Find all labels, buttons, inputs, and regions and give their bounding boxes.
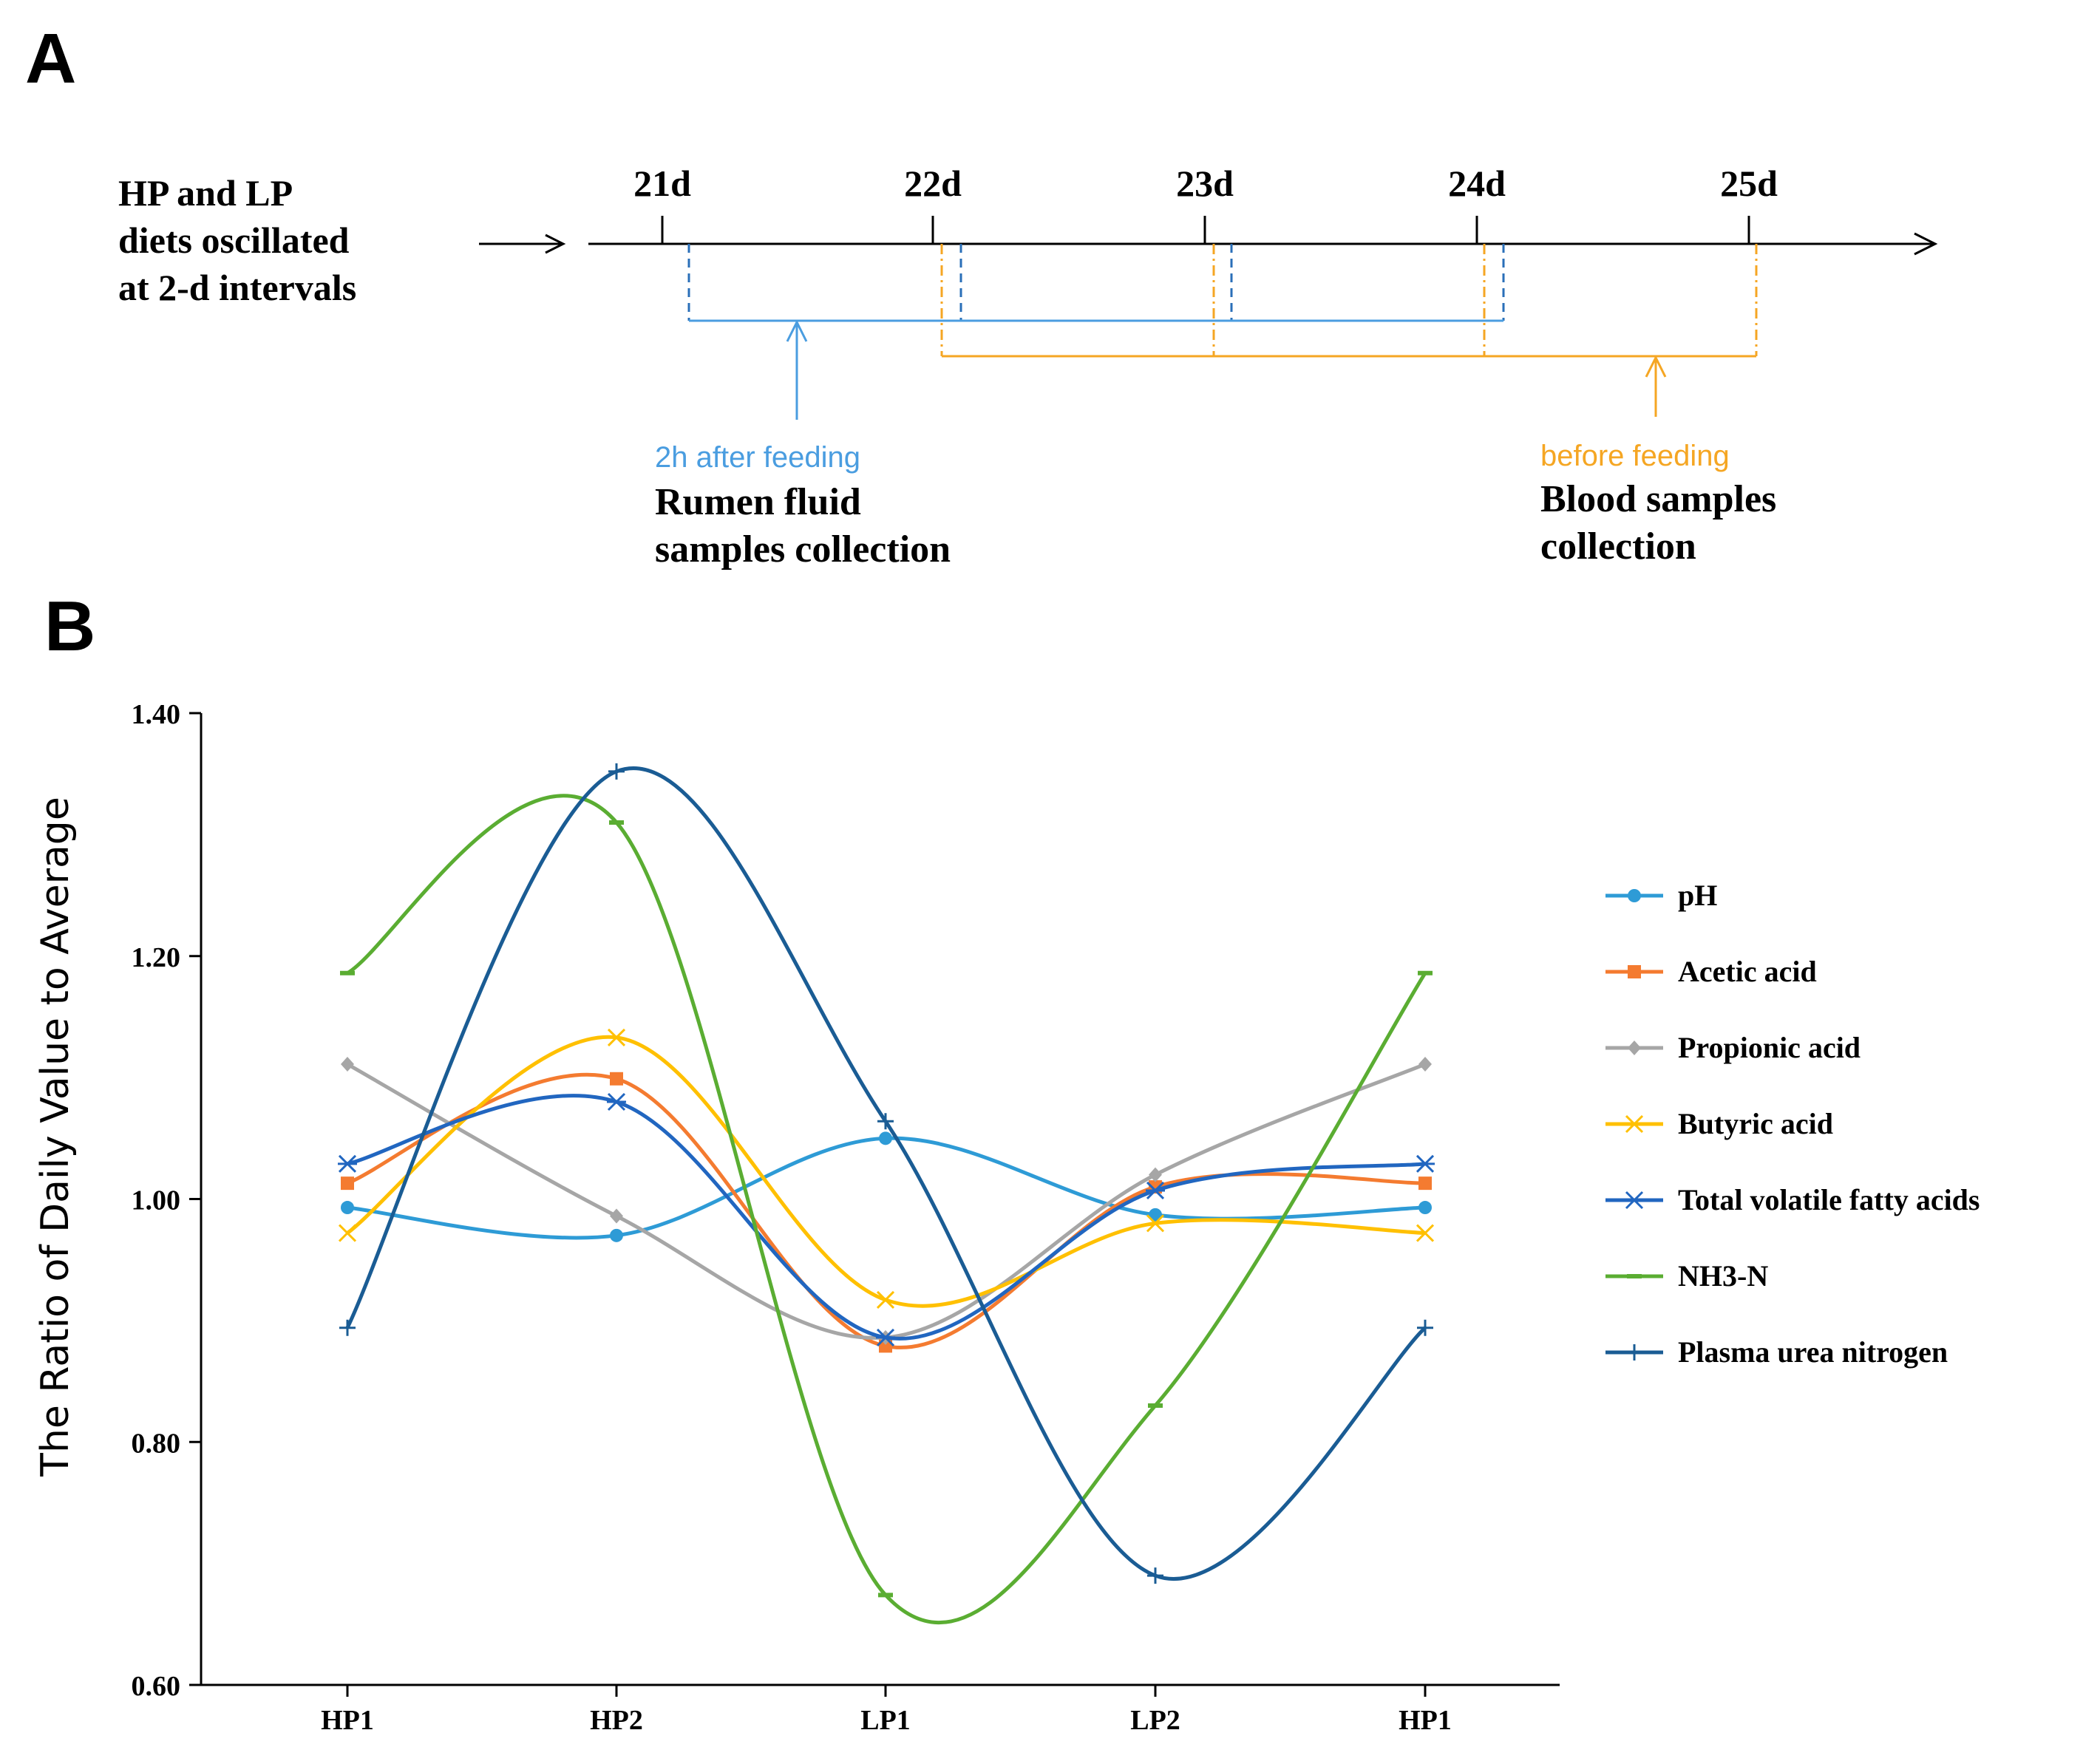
legend-item-plasma-urea-nitrogen: Plasma urea nitrogen: [1605, 1335, 1948, 1369]
series-line-plasma-urea-nitrogen: [345, 766, 1427, 1581]
data-point-butyric-acid-5: [1416, 1224, 1435, 1242]
data-point-total-volatile-fatty-acids-4: [1146, 1181, 1165, 1200]
blood-title-line-1: Blood samples: [1540, 478, 1776, 520]
day-label-23: 23d: [1176, 163, 1234, 204]
data-point-plasma-urea-nitrogen-1: [339, 1319, 356, 1336]
legend-label: Plasma urea nitrogen: [1678, 1335, 1948, 1369]
day-label-21: 21d: [633, 163, 691, 204]
legend-item-total-volatile-fatty-acids: Total volatile fatty acids: [1605, 1183, 1980, 1216]
blood-title-line-2: collection: [1540, 525, 1696, 568]
series-butyric-acid: [338, 1028, 1435, 1309]
intro-arrow: [479, 234, 566, 254]
chart-legend: pH Acetic acid Propionic acid Butyric acid T…: [1605, 879, 1980, 1369]
data-point-acetic-acid-5: [1418, 1176, 1432, 1191]
data-point-propionic-acid-1: [341, 1057, 354, 1072]
x-tick-label: HP1: [321, 1705, 374, 1736]
data-point-acetic-acid-2: [610, 1072, 623, 1086]
legend-item-nh3-n: NH3-N: [1605, 1259, 1768, 1293]
data-point-acetic-acid-3: [879, 1339, 892, 1353]
intro-line-3: at 2-d intervals: [118, 267, 356, 308]
rumen-title-line-2: samples collection: [655, 528, 951, 571]
y-axis-title: The Ratio of Daily Value to Average: [33, 797, 78, 1477]
data-point-total-volatile-fatty-acids-3: [876, 1328, 895, 1346]
blood-sampling-bracket: [940, 244, 1758, 417]
panel-b-label: B: [44, 587, 95, 666]
legend-swatch-marker: [1626, 1344, 1642, 1361]
intro-line-2: diets oscillated: [118, 219, 350, 261]
legend-label: Propionic acid: [1678, 1031, 1861, 1064]
data-point-butyric-acid-3: [876, 1290, 895, 1309]
data-point-ph-4: [1149, 1208, 1162, 1222]
legend-swatch-marker: [1628, 965, 1641, 978]
x-tick-label: HP1: [1399, 1705, 1452, 1736]
legend-label: Acetic acid: [1678, 955, 1817, 988]
x-tick-label: LP1: [860, 1705, 911, 1736]
y-tick-label: 0.80: [132, 1428, 181, 1459]
series-ph: [341, 1131, 1432, 1242]
intro-line-1: HP and LP: [118, 172, 293, 214]
data-point-plasma-urea-nitrogen-3: [877, 1113, 894, 1130]
data-point-total-volatile-fatty-acids-1: [338, 1154, 357, 1173]
series-line-ph: [347, 1136, 1426, 1240]
legend-label: pH: [1678, 879, 1717, 912]
data-point-acetic-acid-1: [341, 1176, 354, 1191]
timeline-axis: [588, 232, 1938, 256]
data-point-butyric-acid-2: [607, 1028, 626, 1046]
series-line-nh3-n: [346, 794, 1427, 1625]
data-point-propionic-acid-2: [610, 1208, 623, 1224]
data-point-butyric-acid-1: [338, 1224, 357, 1242]
data-point-propionic-acid-5: [1418, 1057, 1432, 1072]
data-point-total-volatile-fatty-acids-2: [607, 1092, 626, 1111]
y-tick-label: 1.40: [132, 699, 181, 730]
rumen-note: 2h after feeding: [655, 441, 860, 474]
x-tick-label: LP2: [1130, 1705, 1180, 1736]
data-point-plasma-urea-nitrogen-4: [1147, 1567, 1163, 1584]
data-point-ph-5: [1418, 1201, 1432, 1215]
legend-swatch-marker: [1625, 1114, 1644, 1134]
rumen-sampling-bracket: [687, 244, 1505, 420]
data-point-plasma-urea-nitrogen-5: [1417, 1319, 1433, 1336]
series-total-volatile-fatty-acids: [338, 1092, 1435, 1346]
legend-swatch-marker: [1628, 889, 1641, 902]
legend-item-butyric-acid: Butyric acid: [1605, 1107, 1833, 1140]
series-nh3-n: [340, 794, 1433, 1625]
day-ticks: [661, 216, 1750, 244]
legend-item-ph: pH: [1605, 879, 1717, 912]
panel-a-label: A: [25, 19, 76, 98]
line-chart: The Ratio of Daily Value to Average 0.60…: [33, 699, 1980, 1736]
data-point-propionic-acid-4: [1149, 1167, 1162, 1182]
series-plasma-urea-nitrogen: [339, 763, 1433, 1584]
y-tick-label: 1.00: [132, 1185, 181, 1216]
day-label-24: 24d: [1448, 163, 1506, 204]
legend-swatch-marker: [1628, 1041, 1641, 1055]
x-tick-label: HP2: [590, 1705, 643, 1736]
data-point-total-volatile-fatty-acids-5: [1416, 1154, 1435, 1173]
y-tick-label: 0.60: [132, 1671, 181, 1702]
rumen-title-line-1: Rumen fluid: [655, 481, 861, 523]
series-line-butyric-acid: [346, 1035, 1426, 1308]
chart-series: [338, 763, 1435, 1625]
legend-item-propionic-acid: Propionic acid: [1605, 1031, 1861, 1064]
legend-label: Total volatile fatty acids: [1678, 1183, 1980, 1216]
y-tick-label: 1.20: [132, 942, 181, 973]
day-label-25: 25d: [1720, 163, 1778, 204]
blood-note: before feeding: [1540, 440, 1730, 472]
series-line-total-volatile-fatty-acids: [347, 1094, 1426, 1341]
legend-label: Butyric acid: [1678, 1107, 1833, 1140]
chart-axes: 0.60 0.80 1.00 1.20 1.40 HP1 HP2 LP1 LP2 HP1: [132, 699, 1560, 1736]
data-point-butyric-acid-4: [1146, 1214, 1165, 1233]
legend-label: NH3-N: [1678, 1259, 1768, 1293]
day-label-22: 22d: [904, 163, 962, 204]
legend-swatch-marker: [1625, 1191, 1644, 1210]
data-point-plasma-urea-nitrogen-2: [608, 763, 625, 780]
data-point-ph-3: [879, 1131, 892, 1145]
data-point-ph-2: [610, 1228, 623, 1242]
data-point-ph-1: [341, 1201, 354, 1215]
legend-item-acetic-acid: Acetic acid: [1605, 955, 1817, 988]
